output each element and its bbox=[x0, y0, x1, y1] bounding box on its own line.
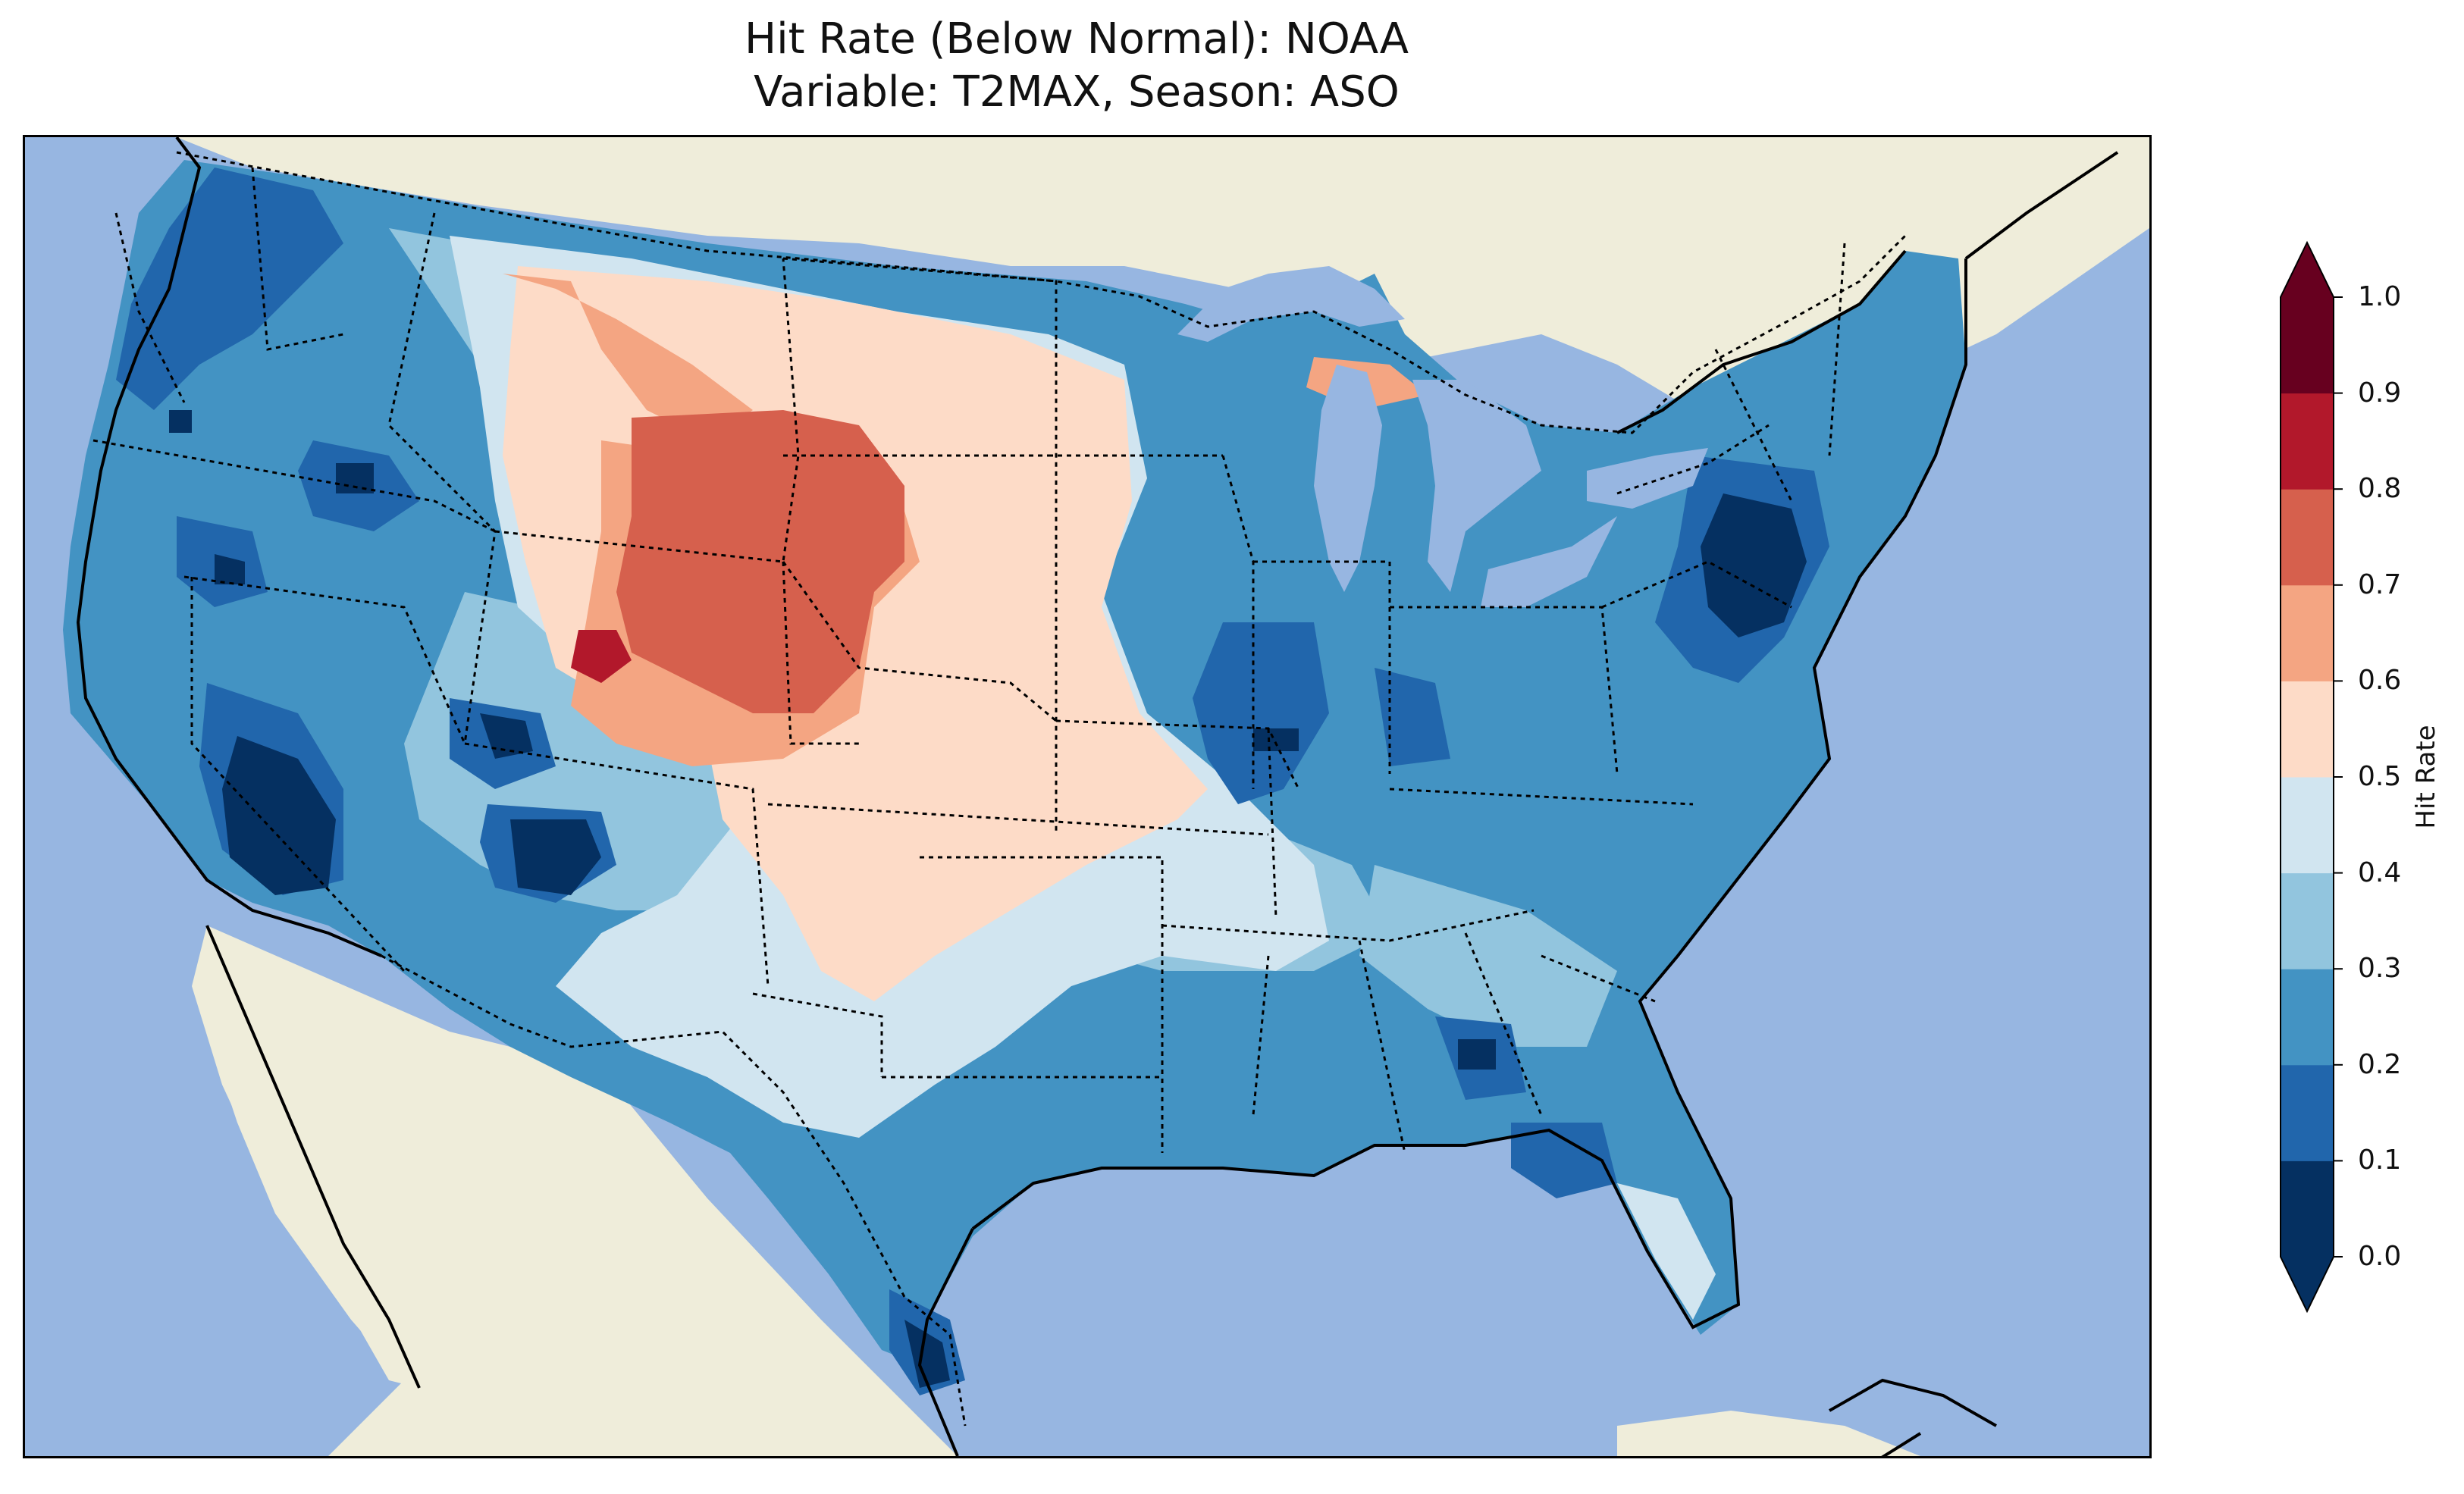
colorbar-tick-label: 0.0 bbox=[2358, 1241, 2402, 1272]
colorbar-tick-label: 0.1 bbox=[2358, 1145, 2402, 1176]
colorbar-tick-label: 0.4 bbox=[2358, 857, 2402, 888]
colorbar-label: Hit Rate bbox=[2411, 725, 2441, 829]
colorbar-tick-label: 0.2 bbox=[2358, 1048, 2402, 1080]
colorbar-segment bbox=[2281, 584, 2334, 681]
colorbar-extend-max bbox=[2281, 243, 2334, 297]
chart-subtitle: Variable: T2MAX, Season: ASO bbox=[754, 67, 1400, 117]
colorbar-segment bbox=[2281, 297, 2334, 394]
colorbar-segment bbox=[2281, 681, 2334, 778]
canada-land bbox=[25, 137, 2149, 425]
map-svg bbox=[25, 137, 2149, 1456]
colorbar-tick-label: 0.9 bbox=[2358, 377, 2402, 409]
colorbar-tick-label: 0.3 bbox=[2358, 953, 2402, 985]
us-mexico-border bbox=[381, 954, 967, 1427]
high-hit-rate-zone bbox=[616, 410, 904, 713]
colorbar bbox=[2280, 240, 2343, 1314]
colorbar-tick-label: 1.0 bbox=[2358, 281, 2402, 312]
colorbar-segment bbox=[2281, 489, 2334, 586]
colorbar-segment bbox=[2281, 1064, 2334, 1161]
cuba-land bbox=[1617, 1411, 1920, 1456]
coastlines bbox=[76, 137, 2119, 1456]
mexico-land bbox=[207, 926, 958, 1456]
chart-title: Hit Rate (Below Normal): NOAA bbox=[744, 14, 1409, 64]
colorbar-tick-label: 0.5 bbox=[2358, 761, 2402, 792]
colorbar-segment bbox=[2281, 393, 2334, 490]
us-canada-border bbox=[176, 151, 1907, 434]
colorbar-tick-label: 0.8 bbox=[2358, 473, 2402, 505]
colorbar-segment bbox=[2281, 872, 2334, 969]
colorbar-tick-label: 0.6 bbox=[2358, 665, 2402, 697]
colorbar-segment bbox=[2281, 1160, 2334, 1258]
state-borders bbox=[92, 167, 1846, 1154]
map-panel bbox=[23, 135, 2152, 1458]
colorbar-tick-label: 0.7 bbox=[2358, 568, 2402, 600]
colorbar-extend-min bbox=[2281, 1257, 2334, 1311]
colorbar-segment bbox=[2281, 969, 2334, 1066]
colorbar-svg bbox=[2280, 240, 2343, 1314]
colorbar-segment bbox=[2281, 777, 2334, 874]
